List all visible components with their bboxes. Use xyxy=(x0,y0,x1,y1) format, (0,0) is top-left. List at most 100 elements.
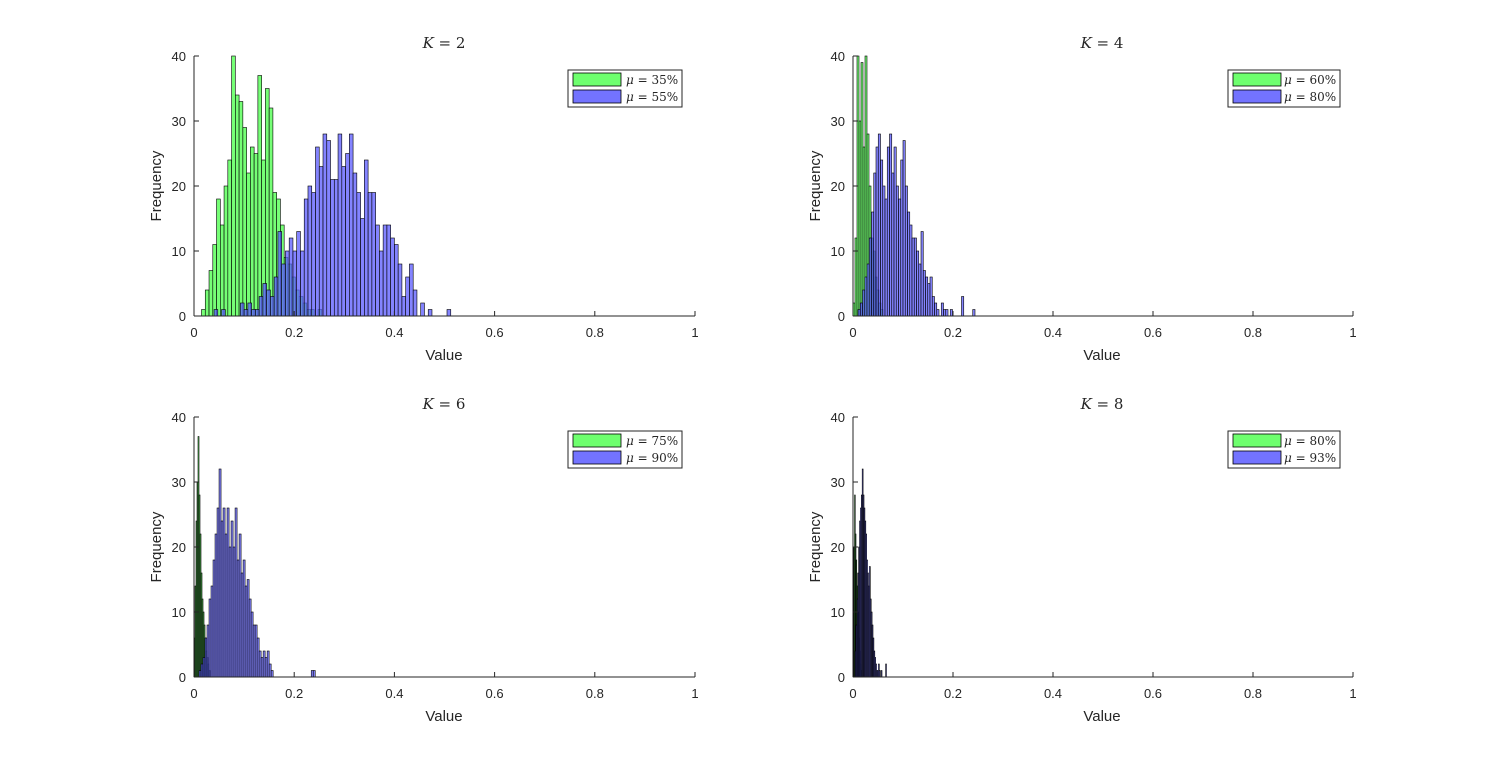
histogram-bar xyxy=(405,276,410,317)
histogram-bar xyxy=(216,198,221,317)
y-tick-label: 40 xyxy=(831,410,845,425)
histogram-bar xyxy=(409,263,414,317)
y-tick-label: 30 xyxy=(172,114,186,129)
y-tick-label: 40 xyxy=(172,410,186,425)
legend-label-a: μ = 35% xyxy=(626,73,678,87)
x-tick-label: 1 xyxy=(691,686,698,701)
histogram-bar xyxy=(221,309,226,317)
x-axis-label: Value xyxy=(425,347,462,364)
x-tick-label: 0 xyxy=(190,325,197,340)
histogram-bar xyxy=(884,198,888,317)
histogram-bar xyxy=(337,133,343,317)
histogram-bar xyxy=(936,309,940,317)
x-tick-label: 0.6 xyxy=(486,686,504,701)
x-tick-label: 0.4 xyxy=(1044,325,1062,340)
y-tick-label: 0 xyxy=(838,670,845,685)
histogram-bar xyxy=(859,302,863,317)
histogram-bar xyxy=(895,185,899,317)
histogram-bar xyxy=(945,309,949,317)
histogram-bar xyxy=(889,133,893,317)
histogram-bar xyxy=(891,172,895,317)
legend: μ = 80% μ = 93% xyxy=(1227,430,1341,469)
histogram-bar xyxy=(216,507,220,678)
histogram-bar xyxy=(232,546,236,678)
histogram-bar xyxy=(250,146,255,317)
histogram-bar xyxy=(922,270,926,317)
histogram-bar xyxy=(333,179,339,317)
x-axis-label: Value xyxy=(425,708,462,725)
histogram-bar xyxy=(386,224,391,317)
histogram-bar xyxy=(253,153,259,317)
histogram-bar xyxy=(322,133,328,317)
x-tick-label: 0.2 xyxy=(285,686,303,701)
x-tick-label: 0 xyxy=(190,686,197,701)
histogram-bar xyxy=(880,159,884,317)
histogram-bar xyxy=(222,507,226,678)
histogram-bar xyxy=(871,211,875,317)
legend: μ = 35% μ = 55% xyxy=(567,69,683,108)
legend-label-a: μ = 80% xyxy=(1284,434,1336,448)
histogram-bar xyxy=(270,670,274,678)
histogram-bar xyxy=(857,309,861,317)
histogram-bar xyxy=(255,309,260,317)
legend-label-a: μ = 60% xyxy=(1284,73,1336,87)
histogram-bar xyxy=(902,140,906,317)
histogram-bar xyxy=(258,296,264,317)
histogram-bar xyxy=(204,289,210,317)
histogram-bar xyxy=(931,296,935,317)
histogram-bar xyxy=(412,289,418,317)
histogram-bar xyxy=(266,289,271,317)
y-tick-label: 0 xyxy=(179,309,186,324)
y-tick-label: 30 xyxy=(831,475,845,490)
histogram-bar xyxy=(230,520,234,678)
histogram-bar xyxy=(371,192,376,317)
x-tick-label: 0.4 xyxy=(385,686,403,701)
histogram-bar xyxy=(252,624,256,678)
x-axis-label: Value xyxy=(1083,708,1120,725)
histogram-bar xyxy=(257,75,262,317)
histogram-bar xyxy=(242,559,246,678)
histogram-bar xyxy=(916,250,920,317)
histogram-bar xyxy=(315,146,320,317)
histogram-bar xyxy=(246,172,251,317)
histogram-bar xyxy=(390,237,395,317)
histogram-bar xyxy=(349,133,354,317)
legend-label-a: μ = 75% xyxy=(626,434,678,448)
histogram-bar xyxy=(224,533,228,678)
histogram-bar xyxy=(911,237,915,317)
histogram-bar xyxy=(214,533,218,678)
histogram-bar xyxy=(265,88,270,317)
y-tick-label: 30 xyxy=(172,475,186,490)
x-tick-label: 1 xyxy=(691,325,698,340)
legend-swatch-b xyxy=(572,89,622,104)
histogram-bar xyxy=(198,670,202,678)
y-tick-label: 10 xyxy=(172,244,186,259)
histogram-bar xyxy=(247,302,252,317)
histogram-bar xyxy=(260,657,264,678)
histogram-bar xyxy=(356,192,361,317)
histogram-bar xyxy=(864,276,868,317)
x-tick-label: 0.4 xyxy=(1044,686,1062,701)
histogram-bar xyxy=(868,237,872,317)
histogram-bar xyxy=(242,127,247,317)
histogram-bar xyxy=(264,657,268,678)
y-tick-label: 30 xyxy=(831,114,845,129)
histogram-bar xyxy=(375,224,380,317)
histogram-bar xyxy=(900,159,904,317)
histogram-bar xyxy=(228,546,232,678)
histogram-bar xyxy=(277,231,282,317)
histogram-bar xyxy=(326,140,331,317)
x-tick-label: 0.8 xyxy=(1244,325,1262,340)
legend: μ = 60% μ = 80% xyxy=(1227,69,1341,108)
y-tick-label: 10 xyxy=(831,605,845,620)
y-tick-label: 0 xyxy=(838,309,845,324)
y-tick-label: 10 xyxy=(172,605,186,620)
histogram-bar xyxy=(234,507,238,678)
y-tick-label: 0 xyxy=(179,670,186,685)
y-axis-label: Frequency xyxy=(148,150,165,221)
y-tick-label: 40 xyxy=(172,49,186,64)
